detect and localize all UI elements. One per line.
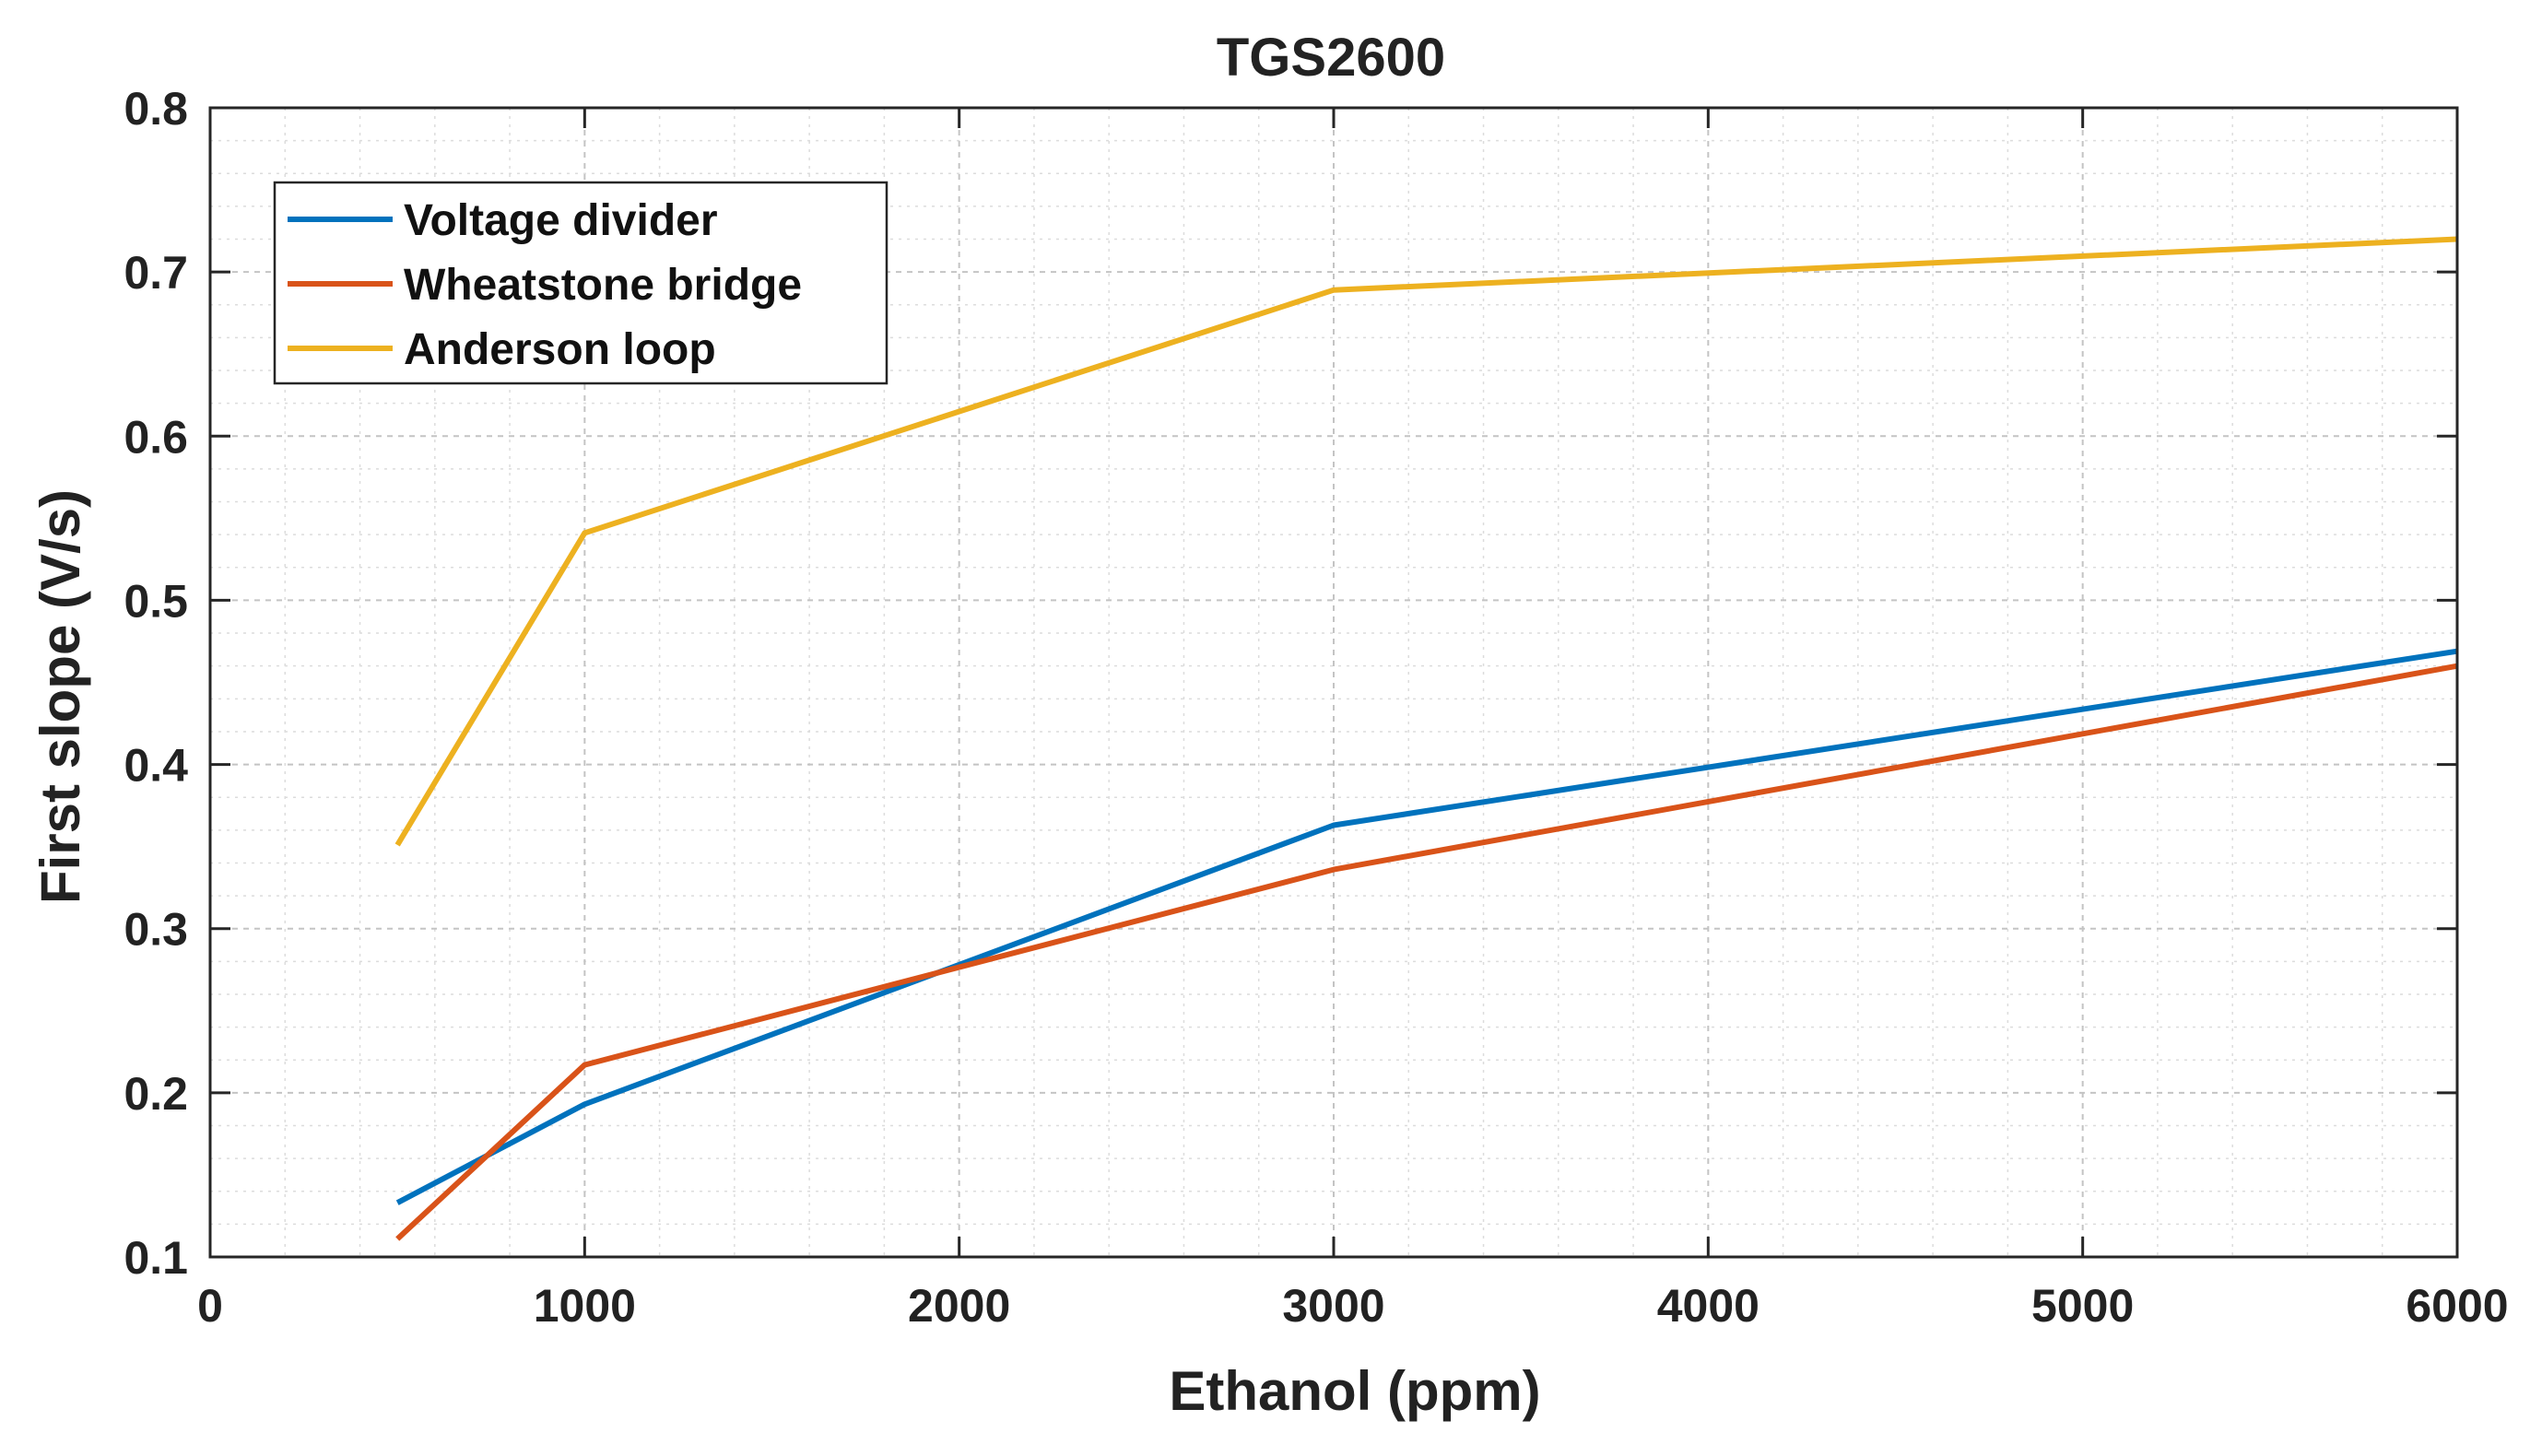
y-tick-label: 0.3: [124, 904, 188, 956]
y-tick-label: 0.4: [124, 740, 188, 792]
x-tick-label: 5000: [2031, 1280, 2134, 1332]
x-tick-label: 0: [197, 1280, 223, 1332]
y-axis-label: First slope (V/s): [29, 489, 91, 904]
legend-label-wheatstone-bridge: Wheatstone bridge: [404, 261, 802, 310]
x-tick-label: 3000: [1282, 1280, 1384, 1332]
y-tick-label: 0.1: [124, 1232, 188, 1284]
tick-marks: [208, 106, 2459, 1259]
series-line-wheatstone-bridge: [395, 663, 2458, 1241]
x-tick-label: 2000: [908, 1280, 1010, 1332]
y-tick-label: 0.7: [124, 247, 188, 299]
y-tick-label: 0.2: [124, 1068, 188, 1120]
x-tick-label: 6000: [2406, 1280, 2508, 1332]
chart-title: TGS2600: [1217, 28, 1445, 88]
y-tick-labels: 0.1 0.2 0.3 0.4 0.5 0.6 0.7 0.8: [124, 83, 188, 1284]
legend-label-voltage-divider: Voltage divider: [404, 196, 718, 245]
x-tick-labels: 0 1000 2000 3000 4000 5000 6000: [197, 1280, 2509, 1332]
y-tick-label: 0.8: [124, 83, 188, 135]
x-tick-label: 4000: [1657, 1280, 1759, 1332]
x-tick-label: 1000: [534, 1280, 636, 1332]
legend-entries: Voltage divider Wheatstone bridge Anderson…: [288, 196, 802, 374]
series-line-anderson-loop: [394, 236, 2458, 847]
series-lines: [394, 236, 2458, 1241]
legend: Voltage divider Wheatstone bridge Anderson…: [273, 181, 889, 385]
y-tick-label: 0.6: [124, 411, 188, 463]
y-tick-label: 0.5: [124, 575, 188, 627]
legend-label-anderson-loop: Anderson loop: [404, 325, 716, 374]
x-axis-label: Ethanol (ppm): [1169, 1360, 1540, 1422]
